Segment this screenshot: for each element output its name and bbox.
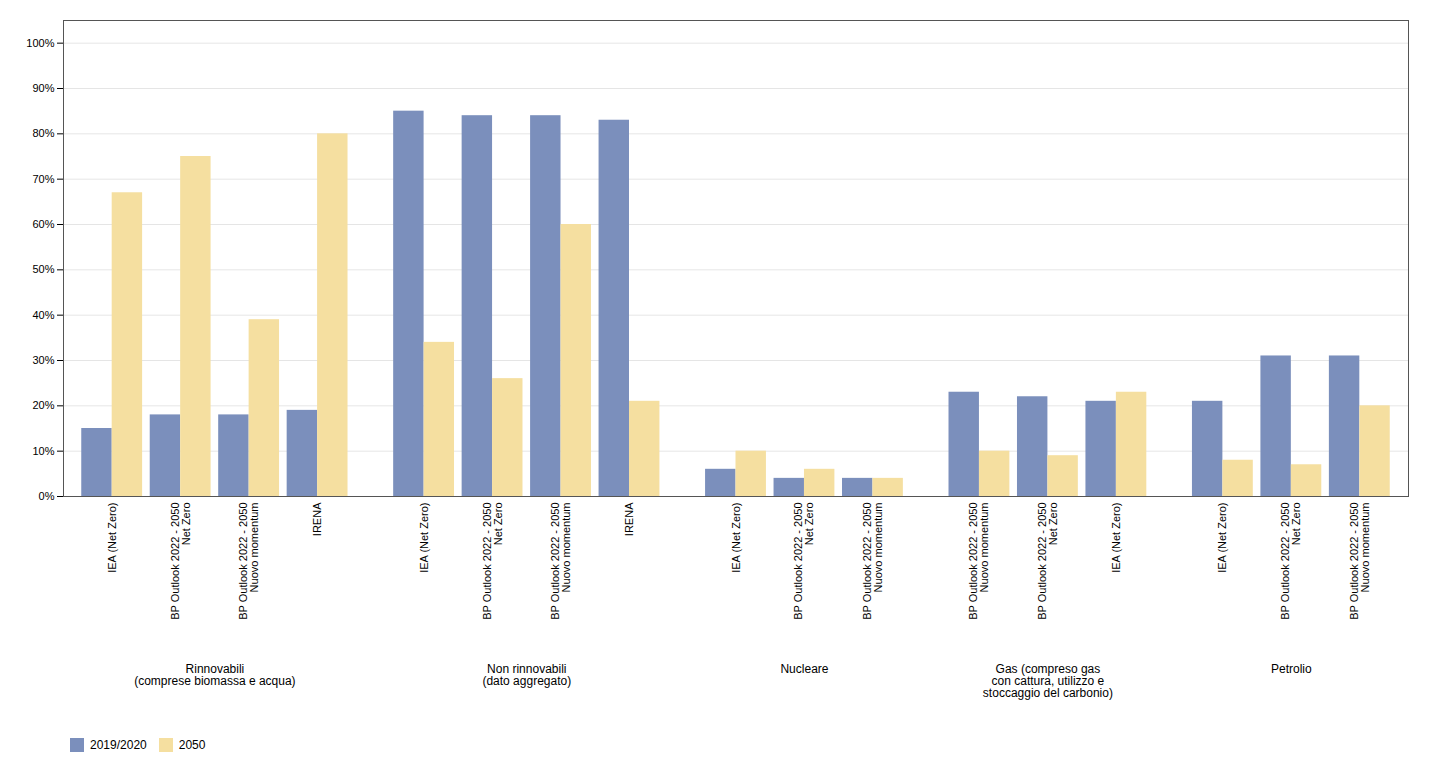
svg-text:40%: 40% xyxy=(32,309,54,321)
svg-text:BP Outlook 2022 - 2050Net Zero: BP Outlook 2022 - 2050Net Zero xyxy=(1279,503,1302,620)
svg-text:BP Outlook 2022 - 2050Nuovo mo: BP Outlook 2022 - 2050Nuovo momentum xyxy=(237,503,260,620)
svg-text:BP Outlook 2022 - 2050Nuovo mo: BP Outlook 2022 - 2050Nuovo momentum xyxy=(549,503,572,620)
svg-text:IEA (Net Zero): IEA (Net Zero) xyxy=(730,503,742,573)
svg-text:BP Outlook 2022 - 2050Net Zero: BP Outlook 2022 - 2050Net Zero xyxy=(481,503,504,620)
html-text:2050: 2050 xyxy=(178,737,206,752)
svg-text:Nucleare: Nucleare xyxy=(780,662,828,676)
svg-text:BP Outlook 2022 - 2050Net Zero: BP Outlook 2022 - 2050Net Zero xyxy=(1036,503,1059,620)
svg-text:70%: 70% xyxy=(32,173,54,185)
svg-text:30%: 30% xyxy=(32,354,54,366)
svg-text:90%: 90% xyxy=(32,82,54,94)
svg-text:Petrolio: Petrolio xyxy=(1271,662,1312,676)
svg-text:IEA (Net Zero): IEA (Net Zero) xyxy=(106,503,118,573)
html-text:2019/2020: 2019/2020 xyxy=(90,737,147,752)
svg-text:Non rinnovabili(dato aggregato: Non rinnovabili(dato aggregato) xyxy=(482,662,571,688)
svg-text:0%: 0% xyxy=(39,490,55,502)
svg-text:BP Outlook 2022 - 2050Net Zero: BP Outlook 2022 - 2050Net Zero xyxy=(169,503,192,620)
svg-text:80%: 80% xyxy=(32,127,54,139)
svg-text:IEA (Net Zero): IEA (Net Zero) xyxy=(1216,503,1228,573)
svg-text:20%: 20% xyxy=(32,399,54,411)
svg-text:100%: 100% xyxy=(26,37,54,49)
svg-text:BP Outlook 2022 - 2050Nuovo mo: BP Outlook 2022 - 2050Nuovo momentum xyxy=(1348,503,1371,620)
svg-text:IEA (Net Zero): IEA (Net Zero) xyxy=(1110,503,1122,573)
svg-text:Rinnovabili(comprese biomassa: Rinnovabili(comprese biomassa e acqua) xyxy=(134,662,295,688)
svg-text:BP Outlook 2022 - 2050Net Zero: BP Outlook 2022 - 2050Net Zero xyxy=(792,503,815,620)
svg-text:50%: 50% xyxy=(32,263,54,275)
svg-text:IRENA: IRENA xyxy=(311,502,323,536)
svg-text:10%: 10% xyxy=(32,445,54,457)
svg-text:Gas (compreso gascon cattura,: Gas (compreso gascon cattura, utilizzo e… xyxy=(983,662,1113,700)
svg-text:BP Outlook 2022 - 2050Nuovo mo: BP Outlook 2022 - 2050Nuovo momentum xyxy=(861,503,884,620)
svg-text:60%: 60% xyxy=(32,218,54,230)
svg-text:BP Outlook 2022 - 2050Nuovo mo: BP Outlook 2022 - 2050Nuovo momentum xyxy=(967,503,990,620)
svg-text:IEA (Net Zero): IEA (Net Zero) xyxy=(418,503,430,573)
svg-text:IRENA: IRENA xyxy=(623,502,635,536)
